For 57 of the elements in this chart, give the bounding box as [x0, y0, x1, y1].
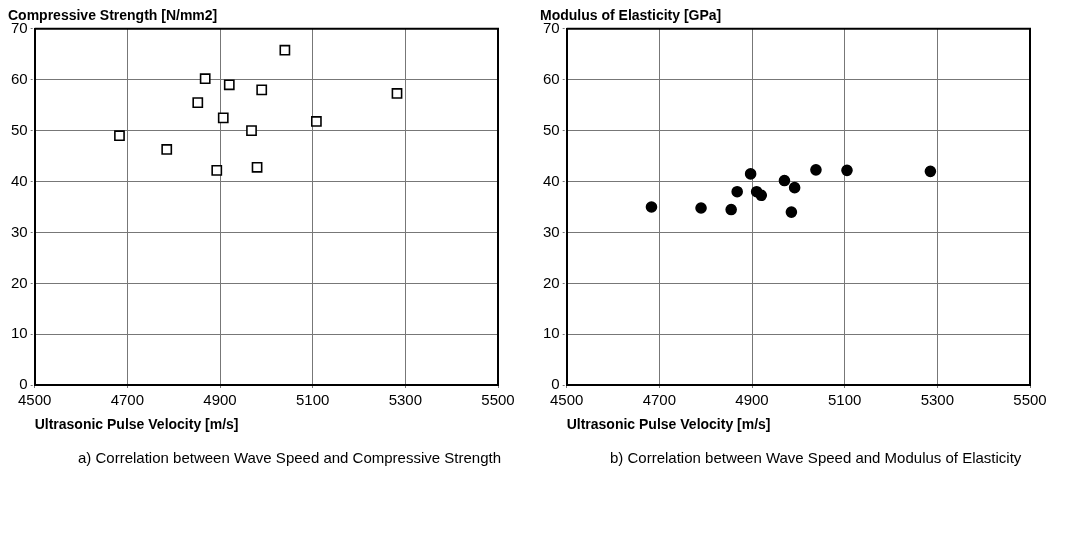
y-tick-label: 30: [543, 222, 560, 240]
point: [223, 79, 235, 91]
point: [755, 189, 768, 202]
x-tick-label: 5300: [920, 391, 955, 409]
y-tick-label: 40: [11, 171, 28, 189]
y-tick-label: 60: [11, 69, 28, 87]
y-tick-label: 30: [11, 222, 28, 240]
point: [841, 164, 853, 177]
x-tick-label: 4500: [550, 391, 584, 409]
point: [310, 116, 322, 127]
x-tick-label: 4700: [642, 391, 677, 409]
point: [211, 164, 223, 176]
point: [279, 44, 291, 56]
point: [924, 165, 937, 178]
point: [161, 144, 173, 155]
chart-title: Compressive Strength [N/mm2]: [8, 7, 218, 24]
x-tick-label: 4900: [735, 391, 769, 409]
point: [246, 125, 257, 137]
y-tick-label: 10: [543, 324, 560, 342]
chart-title: Modulus of Elasticity [GPa]: [540, 7, 722, 24]
point: [192, 97, 204, 109]
text: a) Correlation between Wave Speed and Compressive Strength: [78, 448, 502, 468]
x-tick-label: 4900: [203, 391, 237, 409]
x-tick-label: 4700: [110, 391, 145, 409]
x-axis-title: Ultrasonic Pulse Velocity [m/s]: [34, 416, 239, 433]
x-tick-label: 5500: [1013, 391, 1047, 409]
point: [788, 181, 801, 194]
point: [695, 202, 707, 214]
x-tick-label: 4500: [18, 391, 52, 409]
y-tick-label: 10: [11, 324, 28, 342]
y-tick-label: 0: [551, 375, 560, 393]
x-axis-title: Ultrasonic Pulse Velocity [m/s]: [566, 416, 771, 433]
y-tick-label: 20: [543, 273, 560, 291]
point: [256, 84, 268, 96]
point: [114, 130, 125, 142]
y-tick-label: 40: [543, 171, 560, 189]
x-tick-label: 5300: [388, 391, 423, 409]
point: [785, 206, 798, 218]
y-tick-label: 20: [11, 273, 28, 291]
point: [810, 164, 822, 176]
y-tick-label: 50: [11, 120, 28, 138]
y-tick-label: 0: [19, 375, 28, 393]
x-tick-label: 5100: [827, 391, 862, 409]
y-tick-label: 60: [543, 69, 560, 87]
point: [251, 161, 263, 173]
y-tick-label: 50: [543, 120, 560, 138]
point: [391, 88, 403, 99]
x-tick-label: 5500: [481, 391, 515, 409]
point: [725, 203, 737, 216]
point: [199, 73, 211, 85]
point: [778, 174, 791, 187]
point: [645, 201, 658, 213]
point: [217, 112, 229, 124]
text: b) Correlation between Wave Speed and Modulus of Elasticity: [610, 448, 1022, 468]
point: [731, 185, 743, 198]
point: [744, 168, 757, 180]
x-tick-label: 5100: [295, 391, 330, 409]
